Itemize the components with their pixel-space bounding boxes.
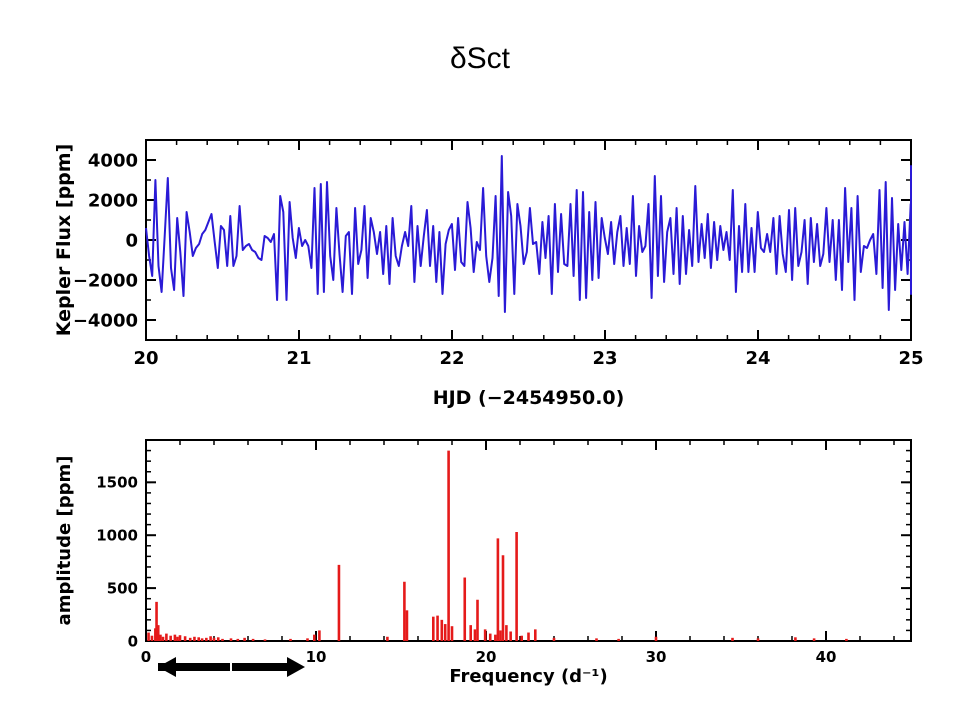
frequency-range-arrows (158, 657, 305, 677)
plot-frame (145, 439, 912, 642)
y-tick-label: 1500 (96, 474, 138, 492)
x-tick-label: 22 (439, 348, 464, 369)
y-tick-label: −4000 (73, 310, 138, 331)
y-tick-label: 4000 (88, 150, 138, 171)
x-tick-label: 30 (646, 648, 667, 666)
flux-series-line (145, 155, 912, 313)
arrow-left-shaft (158, 663, 230, 671)
arrow-right-shaft (232, 663, 288, 671)
x-axis-label: HJD (−2454950.0) (433, 387, 625, 409)
chart-title: δSct (449, 42, 511, 75)
x-tick-label: 20 (133, 348, 158, 369)
y-axis-label: Kepler Flux [ppm] (53, 144, 75, 337)
x-tick-label: 21 (286, 348, 311, 369)
x-tick-label: 25 (898, 348, 923, 369)
y-tick-label: 0 (125, 230, 138, 251)
arrow-right-head (287, 657, 305, 677)
x-tick-label: 10 (306, 648, 327, 666)
y-tick-label: 0 (128, 632, 138, 650)
x-tick-label: 0 (141, 648, 151, 666)
frequency-spectrum-chart: 0 10 20 30 40 0 500 1000 1500 Frequency (d⁻¹) ampl… (54, 439, 912, 687)
x-tick-label: 23 (592, 348, 617, 369)
y-tick-label: 2000 (88, 190, 138, 211)
x-tick-label: 20 (476, 648, 497, 666)
x-tick-label: 24 (745, 348, 770, 369)
light-curve-chart: 20 21 22 23 24 25 −4000 −2000 0 2000 4000 HJD (−245… (53, 139, 924, 409)
y-tick-label: 1000 (96, 527, 138, 545)
y-tick-label: −2000 (73, 270, 138, 291)
y-tick-label: 500 (107, 580, 138, 598)
x-axis-label: Frequency (d⁻¹) (449, 666, 607, 687)
y-axis-label: amplitude [ppm] (54, 456, 75, 626)
x-tick-label: 40 (816, 648, 837, 666)
arrow-left-head (158, 657, 176, 677)
